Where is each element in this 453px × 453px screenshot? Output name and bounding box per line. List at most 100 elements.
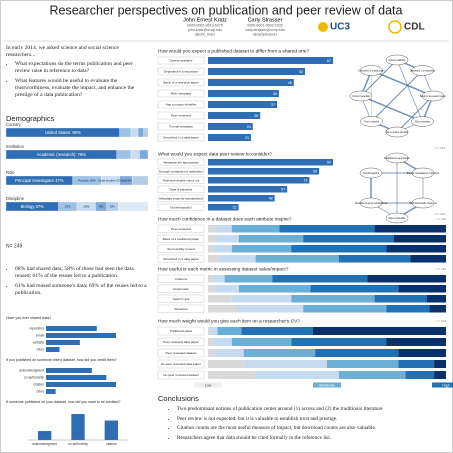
category-box [157,133,205,142]
demo-segment-label: Principal Investigator 47% [15,178,64,183]
stacked-segment [238,235,304,243]
stacked-segment [398,349,446,357]
stacked-segment [241,327,313,335]
demo-segment-label: 13% [65,204,71,208]
stacked-segment [231,295,292,303]
stacked-segment [279,225,375,233]
demo-label: Country [6,122,22,127]
demo-label: Institution [6,144,25,149]
network-node [360,65,383,76]
stacked-segment [398,360,435,368]
bar [208,90,279,97]
bar [208,159,333,166]
category-box [157,274,205,283]
category-label: Traditional paper [169,329,192,333]
demo-segment-label: United States: 80% [45,130,81,135]
category-box [157,167,205,175]
small-bar [46,340,80,345]
stacked-segment [374,225,446,233]
category-label: Peer reviewed [171,227,191,231]
stacked-segment [215,349,244,357]
stacked-segment [255,371,339,379]
category-box [157,254,205,263]
stacked-segment [312,327,446,335]
value-label: 28 [254,114,258,118]
category-box [157,304,205,313]
author-twitter: @carlystrasser [253,32,278,36]
demo-segment [143,127,149,138]
value-label: 23 [245,136,249,140]
stacked-segment [210,327,218,335]
category-box [157,194,205,202]
chart-title: How would you expect a published dataset… [158,48,309,54]
stacked-segment [215,235,239,243]
stacked-segment [255,255,339,263]
chart-note: n = 249 [435,146,445,150]
bar [208,195,275,202]
intro-list: What expectations do the terms publicati… [6,61,148,99]
stacked-segment [217,327,242,335]
bar [208,134,251,141]
network-node [385,54,409,66]
logo: UC3 [330,22,350,33]
logo-mark [318,22,328,32]
intro-bullet: What features would be useful to evaluat… [15,78,148,99]
small-category: website [33,340,44,344]
network-node [385,212,409,224]
category-label: Basis of a research paper [163,81,198,85]
bar [208,204,239,211]
category-label: Metadata are appropriate [164,160,199,164]
stacked-segment [386,245,446,253]
network-node [359,167,383,179]
conclusions: Two predominant notions of publication c… [168,404,446,444]
category-label: Technical details check out [163,178,200,182]
intro: In early 2014, we asked science and soci… [6,45,148,102]
category-box [157,294,205,303]
small-category: email [36,333,44,337]
finding: 61% had reused someone's data; 69% of th… [15,283,148,297]
small-category: acknowledgment [19,368,44,372]
category-label: Described in a data paper [163,257,198,261]
author-twitter: @john_kratz [195,32,215,36]
chart-note: n = 249 [436,217,446,221]
stacked-segment [272,275,368,283]
network-edge [396,95,434,133]
stacked-segment [303,305,387,313]
bar [208,57,333,64]
stacked-segment [208,285,216,293]
stacked-segment [338,255,411,263]
network-node-label: Rich metadata [415,120,431,123]
network-node-label: Metadata are appropriate [384,157,411,160]
scale-label-box [432,382,453,388]
bar [208,186,288,193]
category-label: Successfully reused [167,247,195,251]
network-node [411,116,434,127]
category-label: Deposited in a repository [164,70,199,74]
author-email: john.kratz@ucop.edu [187,28,222,32]
stacked-segment [208,255,220,263]
category-label: Has a unique identifier [166,103,197,107]
section-title: Conclusions [158,394,199,403]
stacked-segment [208,275,213,283]
stacked-segment [212,245,232,253]
stacked-segment [208,349,216,357]
stacked-segment [327,360,399,368]
author-email: carly.strasser@ucop.edu [245,28,285,32]
network-edge [360,59,398,97]
small-bar [46,333,116,338]
stacked-segment [208,305,237,313]
small-chart-title: If you published on someone else's datas… [6,358,117,362]
stacked-segment [208,327,211,335]
author-orcid: 0000-0001-9592-2339 [247,23,283,27]
category-label: Citations [175,277,187,281]
stacked-segment [208,245,213,253]
bar [208,112,261,119]
stacked-segment [243,360,327,368]
small-category: repository [30,326,45,330]
stacked-segment [426,295,446,303]
network-node-label: Openly available [389,60,407,62]
author-name: Carly Strasser [248,17,283,23]
network-node-label: Formal metadata [352,95,370,98]
stacked-segment [212,338,232,346]
small-category: citation [34,382,45,386]
